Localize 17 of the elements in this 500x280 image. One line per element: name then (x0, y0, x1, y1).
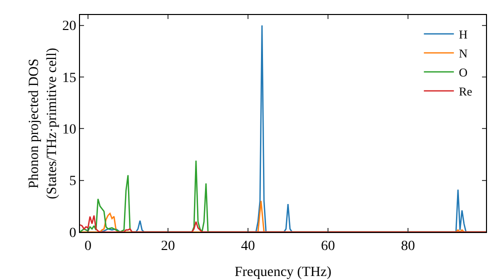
legend-label: Re (458, 84, 472, 99)
y-tick-label: 0 (69, 226, 76, 241)
y-tick-label: 5 (69, 174, 76, 190)
y-tick-label: 20 (62, 19, 76, 34)
x-axis-title: Frequency (THz) (234, 265, 332, 280)
line-series (80, 214, 486, 232)
legend-label: H (458, 28, 468, 42)
legend-label: N (458, 46, 468, 61)
x-tick-label: 20 (161, 238, 175, 254)
y-tick-label: 10 (62, 122, 76, 138)
legend-label: O (458, 66, 468, 80)
y-axis-title: Phonon projected DOS (States/THz·primitive cell) (27, 48, 60, 200)
x-tick-label: 60 (321, 238, 335, 254)
y-tick-label: 15 (62, 70, 76, 86)
x-tick-label: 80 (401, 238, 415, 254)
x-tick-label: 40 (241, 238, 255, 254)
x-tick-label: 0 (84, 238, 92, 254)
